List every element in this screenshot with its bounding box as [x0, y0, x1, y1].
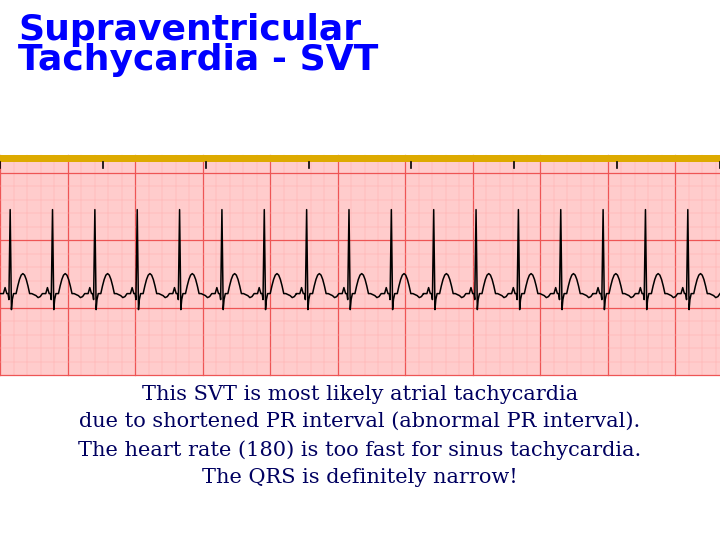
Text: Tachycardia - SVT: Tachycardia - SVT [18, 43, 379, 77]
Text: Supraventricular: Supraventricular [18, 13, 361, 47]
Bar [0, 155, 720, 375]
Bar [0, 155, 720, 162]
Text: This SVT is most likely atrial tachycardia
due to shortened PR interval (abnorma: This SVT is most likely atrial tachycard… [78, 385, 642, 487]
